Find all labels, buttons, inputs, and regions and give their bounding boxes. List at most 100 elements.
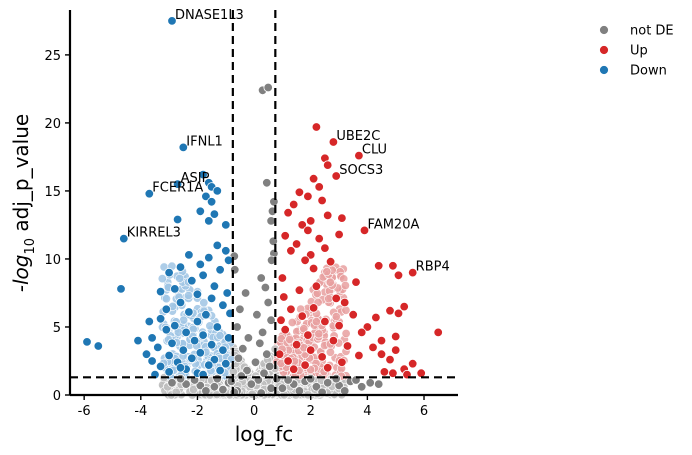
data-point-up [371, 312, 381, 323]
data-point-not-de [357, 382, 367, 392]
data-point-up [320, 316, 330, 327]
data-point-down [195, 348, 206, 358]
data-point-up [286, 246, 296, 256]
background-point [322, 267, 332, 277]
data-point-up [334, 320, 344, 331]
background-point [157, 274, 167, 284]
data-point-up [323, 363, 333, 373]
data-point-down [187, 353, 197, 364]
data-point-down [212, 322, 223, 332]
data-point-not-de [235, 304, 245, 315]
data-point-up [289, 364, 299, 374]
data-point-up [376, 335, 387, 346]
data-point-up [274, 349, 285, 359]
data-point-down [164, 350, 174, 361]
data-point-down [206, 293, 217, 304]
data-point-not-de [167, 378, 177, 388]
data-point-down [222, 288, 232, 298]
data-point-not-de [262, 178, 272, 188]
data-point-up [337, 213, 347, 223]
data-point-not-de [195, 380, 206, 391]
data-point-down [218, 300, 228, 310]
legend-label: Up [630, 44, 648, 59]
data-point-up [362, 322, 373, 332]
data-point-up [300, 360, 310, 370]
data-point-up [359, 225, 370, 236]
data-point-not-de [306, 374, 316, 384]
y-tick-label: 25 [44, 49, 61, 64]
data-point-down [119, 233, 129, 244]
data-point-down [144, 316, 155, 327]
data-point-up [300, 255, 310, 265]
gene-label: SOCS3 [339, 163, 383, 178]
data-point-not-de [263, 82, 273, 93]
data-point-up [348, 310, 358, 320]
data-point-not-de [209, 382, 220, 392]
data-point-up [325, 257, 336, 267]
data-point-not-de [272, 374, 282, 384]
data-point-up [297, 220, 307, 230]
y-axis-title-rest: adj_p_value [9, 114, 33, 238]
data-point-up [291, 340, 302, 350]
data-point-down [93, 341, 104, 351]
data-point-down [153, 342, 163, 353]
data-point-up [323, 210, 333, 221]
background-point [189, 384, 199, 394]
data-point-down [167, 16, 177, 26]
data-point-not-de [233, 353, 244, 364]
data-point-up [354, 150, 364, 161]
data-point-not-de [181, 379, 191, 389]
y-tick-label: 20 [44, 117, 61, 132]
data-point-not-de [257, 327, 268, 338]
data-point-down [212, 186, 223, 196]
data-point-down [204, 360, 214, 370]
data-point-up [337, 357, 347, 368]
y-axis-title-neg: - [9, 285, 33, 292]
data-point-not-de [238, 344, 248, 354]
x-tick-label: 2 [307, 404, 315, 419]
data-point-up [388, 261, 398, 271]
data-point-down [204, 216, 214, 226]
data-point-up [283, 356, 293, 366]
data-point-up [294, 187, 305, 198]
background-point [175, 273, 185, 283]
legend-marker [599, 65, 609, 75]
background-point [314, 329, 324, 339]
data-point-up [399, 301, 409, 312]
data-point-up [286, 304, 296, 315]
data-point-up [308, 303, 319, 313]
y-axis-title: -log10 adj_p_value [9, 114, 38, 292]
data-point-not-de [236, 371, 247, 381]
data-point-down [155, 286, 166, 297]
data-point-up [416, 368, 426, 378]
data-point-not-de [311, 382, 322, 392]
background-point [215, 331, 225, 341]
data-point-up [357, 327, 367, 338]
gene-label: IFNL1 [186, 134, 223, 149]
data-point-down [82, 337, 92, 347]
data-point-down [141, 349, 152, 359]
data-point-down [164, 367, 174, 377]
axes [68, 10, 458, 397]
legend-marker [599, 45, 609, 55]
data-point-up [314, 233, 324, 244]
data-point-down [221, 359, 231, 369]
data-point-not-de [212, 374, 223, 384]
data-point-down [189, 335, 200, 346]
legend: not DE Up Down [599, 24, 674, 79]
data-point-up [303, 330, 313, 340]
data-point-down [178, 345, 189, 355]
data-point-down [212, 240, 223, 251]
data-point-down [204, 252, 214, 263]
data-point-up [291, 239, 302, 249]
data-point-down [170, 284, 180, 294]
gene-label: FAM20A [368, 217, 420, 232]
data-point-up [303, 191, 313, 202]
data-point-up [323, 160, 333, 170]
data-point-up [294, 285, 305, 295]
data-point-down [201, 191, 211, 202]
data-point-down [198, 169, 208, 180]
data-point-up [391, 331, 401, 342]
data-point-not-de [243, 333, 254, 343]
